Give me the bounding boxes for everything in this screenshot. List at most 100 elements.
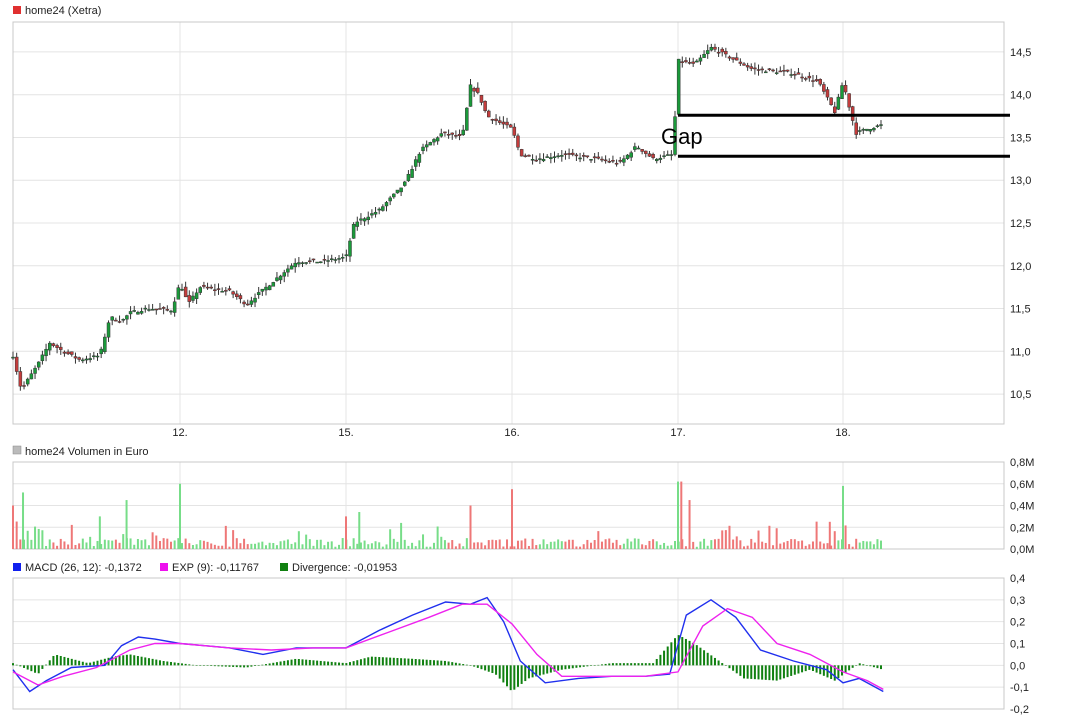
candle-body bbox=[651, 154, 655, 159]
candle-body bbox=[687, 62, 692, 64]
volume-bar bbox=[41, 530, 44, 549]
divergence-bar bbox=[876, 665, 879, 669]
candle-body bbox=[702, 54, 706, 58]
volume-bar bbox=[717, 538, 720, 549]
volume-bar bbox=[316, 539, 319, 549]
volume-bar bbox=[626, 538, 629, 549]
candle-body bbox=[388, 197, 392, 202]
candle-body bbox=[600, 158, 604, 161]
volume-bar bbox=[48, 539, 51, 549]
volume-bar bbox=[202, 540, 205, 549]
divergence-bar bbox=[103, 658, 106, 666]
volume-bar bbox=[246, 544, 249, 549]
volume-bar bbox=[173, 540, 176, 549]
volume-bar bbox=[670, 545, 673, 549]
candle-body bbox=[348, 240, 352, 257]
volume-bar bbox=[144, 539, 147, 549]
volume-bar bbox=[59, 538, 62, 549]
candle-body bbox=[311, 258, 316, 261]
candle-body bbox=[84, 358, 89, 361]
price-x-tick-label: 12. bbox=[172, 427, 187, 439]
divergence-bar bbox=[706, 652, 709, 666]
candle-body bbox=[209, 286, 213, 289]
volume-bar bbox=[162, 538, 165, 549]
candle-body bbox=[362, 218, 367, 222]
divergence-bar bbox=[713, 657, 716, 666]
divergence-bar bbox=[535, 665, 538, 677]
candle-body bbox=[18, 371, 23, 387]
divergence-bar bbox=[513, 665, 516, 690]
divergence-bar bbox=[681, 637, 684, 666]
divergence-bar bbox=[619, 663, 622, 666]
divergence-bar bbox=[140, 656, 143, 666]
candle-body bbox=[213, 289, 217, 291]
candle-body bbox=[446, 133, 451, 136]
candle-body bbox=[618, 160, 622, 162]
volume-bar bbox=[848, 544, 851, 549]
volume-bar bbox=[560, 541, 563, 549]
volume-bar bbox=[155, 535, 158, 549]
divergence-bar bbox=[418, 659, 421, 666]
volume-bar bbox=[206, 541, 209, 549]
volume-bar bbox=[74, 544, 77, 549]
volume-bar bbox=[96, 540, 99, 549]
volume-bar bbox=[297, 531, 300, 549]
divergence-bar bbox=[582, 665, 585, 667]
volume-bar-notable bbox=[345, 516, 347, 549]
divergence-bar bbox=[169, 661, 172, 666]
volume-bar bbox=[473, 542, 476, 549]
divergence-bar bbox=[728, 665, 731, 669]
volume-bar bbox=[396, 541, 399, 549]
candle-body bbox=[110, 316, 114, 321]
volume-bar bbox=[819, 541, 822, 549]
candle-body bbox=[406, 173, 411, 182]
candle-body bbox=[359, 218, 363, 221]
candle-body bbox=[293, 262, 297, 268]
divergence-bar bbox=[699, 647, 702, 666]
candle-body bbox=[684, 60, 688, 63]
divergence-bar bbox=[502, 665, 505, 683]
candle-body bbox=[165, 309, 170, 311]
candle-body bbox=[403, 181, 407, 186]
candle-body bbox=[373, 211, 378, 215]
volume-bar bbox=[129, 538, 132, 549]
divergence-bar bbox=[122, 655, 125, 666]
volume-bar bbox=[553, 541, 556, 549]
volume-bar bbox=[243, 538, 246, 549]
divergence-bar bbox=[15, 664, 18, 666]
volume-bar bbox=[622, 543, 625, 549]
volume-bar bbox=[648, 540, 651, 549]
candle-body bbox=[796, 72, 801, 75]
candle-body bbox=[351, 224, 356, 239]
volume-bar bbox=[579, 546, 582, 549]
candle-body bbox=[202, 284, 206, 287]
divergence-bar bbox=[717, 660, 720, 666]
divergence-bar bbox=[396, 657, 399, 666]
volume-bar bbox=[865, 541, 868, 549]
candle-body bbox=[676, 58, 681, 115]
divergence-bar bbox=[370, 656, 373, 666]
volume-bar bbox=[177, 538, 180, 549]
volume-bar-notable bbox=[98, 516, 101, 549]
volume-bar bbox=[283, 540, 286, 549]
divergence-bar bbox=[26, 665, 29, 670]
price-y-tick-label: 13,5 bbox=[1010, 132, 1031, 144]
candle-body bbox=[220, 291, 224, 293]
divergence-bar bbox=[622, 663, 625, 666]
candle-body bbox=[585, 155, 590, 158]
volume-bar bbox=[356, 543, 359, 549]
volume-bar bbox=[221, 545, 224, 549]
candle-body bbox=[614, 162, 619, 165]
candle-body bbox=[636, 147, 641, 150]
volume-bar-notable bbox=[179, 518, 181, 549]
divergence-bar bbox=[166, 661, 169, 666]
candle-body bbox=[70, 351, 74, 355]
volume-bar bbox=[695, 546, 698, 549]
candle-body bbox=[872, 128, 876, 131]
volume-y-tick-label: 0,8M bbox=[1010, 457, 1034, 469]
candle-body bbox=[329, 258, 334, 260]
divergence-bar bbox=[67, 657, 70, 666]
candle-body bbox=[705, 50, 710, 55]
divergence-bar bbox=[250, 665, 253, 667]
